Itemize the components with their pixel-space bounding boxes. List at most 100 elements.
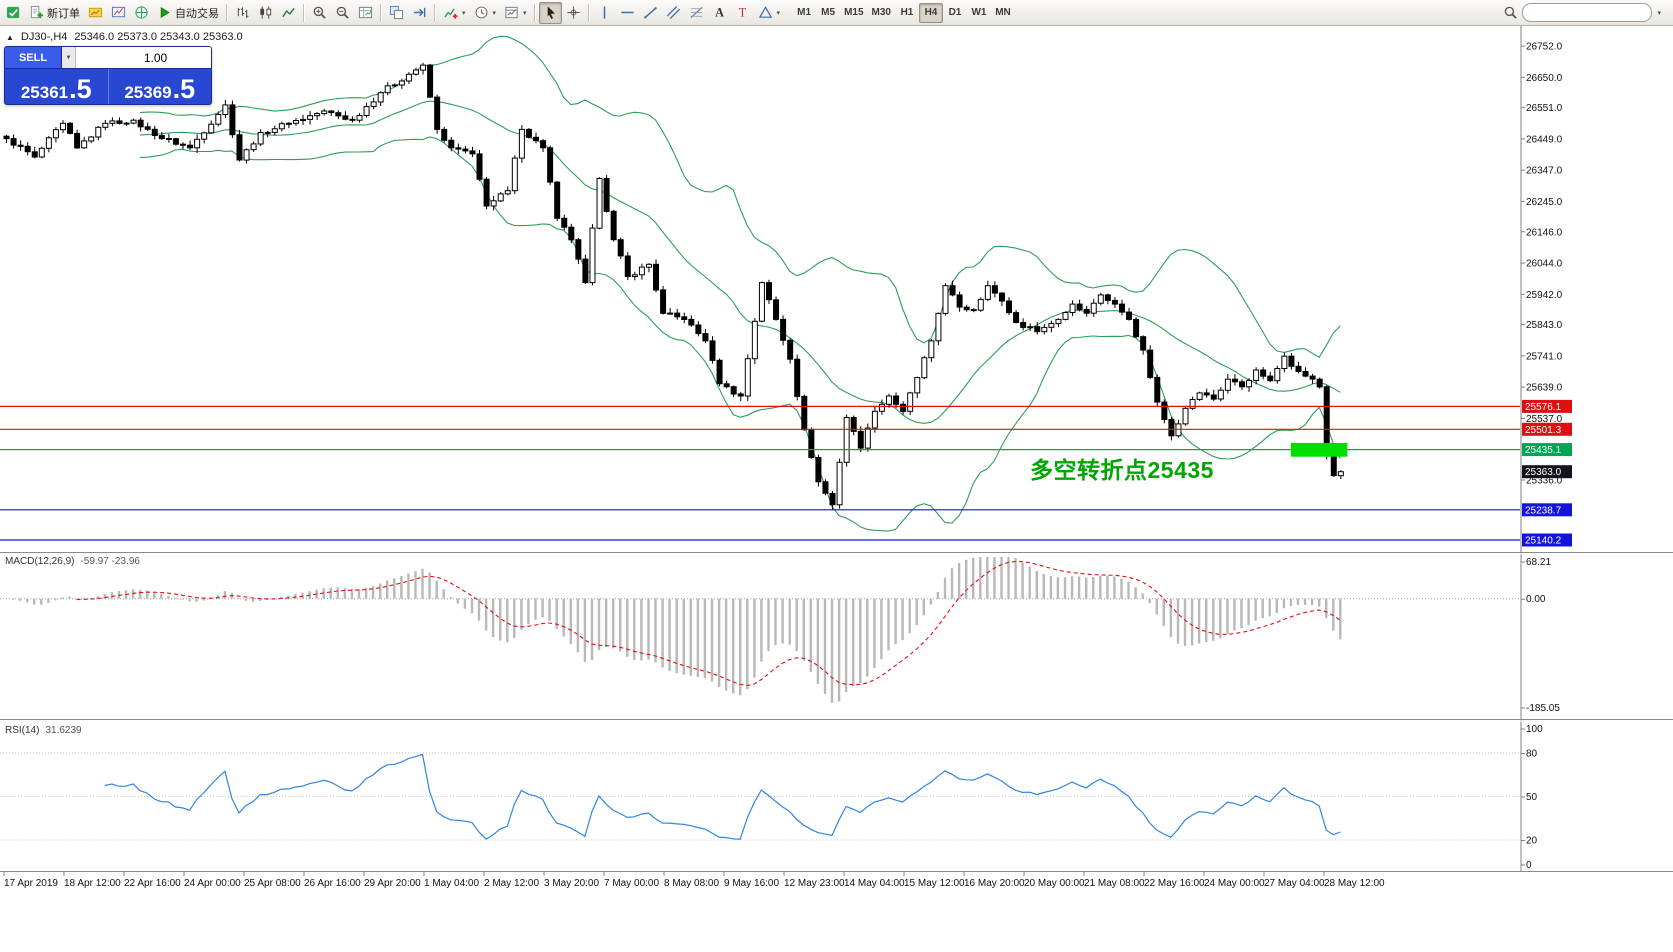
shift-icon [412, 5, 427, 20]
svg-text:25843.0: 25843.0 [1526, 320, 1563, 331]
search-input[interactable] [1522, 3, 1653, 22]
hline-icon [620, 5, 635, 20]
text-button[interactable]: A [708, 2, 731, 24]
resistance-line-2-tag [1522, 422, 1572, 436]
market-watch-button[interactable] [107, 2, 130, 24]
new-chart-button[interactable] [354, 2, 377, 24]
rsi-name: RSI(14) [5, 725, 40, 736]
zoom-in-icon [312, 5, 327, 20]
one-click-trading-panel: SELL ▼ ▲ ▼ BUY 25361.5 25369.5 [4, 46, 212, 105]
navigator-button[interactable] [130, 2, 153, 24]
timeframe-h4[interactable]: H4 [918, 2, 943, 23]
fibonacci-button[interactable] [685, 2, 708, 24]
svg-text:21 May 08:00: 21 May 08:00 [1084, 878, 1145, 889]
vertical-line-button[interactable] [593, 2, 616, 24]
bar-chart-button[interactable] [231, 2, 254, 24]
svg-text:15 May 12:00: 15 May 12:00 [904, 878, 965, 889]
buy-price-fraction: .5 [172, 74, 196, 105]
sell-price-fraction: .5 [69, 74, 92, 105]
text-label-button[interactable]: T [731, 2, 754, 24]
chart-annotation-text[interactable]: 多空转折点25435 [1030, 457, 1214, 483]
timeframe-mn[interactable]: MN [991, 3, 1015, 23]
lot-size-control: ▼ ▲ ▼ [62, 47, 211, 68]
shapes-icon [758, 5, 773, 20]
channel-button[interactable] [662, 2, 685, 24]
horizontal-level-lines[interactable] [0, 405, 1520, 541]
crosshair-button[interactable] [562, 2, 585, 24]
svg-text:25639.0: 25639.0 [1526, 383, 1563, 394]
vline-icon [597, 5, 612, 20]
symbol-period-label: DJ30-,H4 [20, 31, 68, 43]
trendline-button[interactable] [639, 2, 662, 24]
toolbar-buttons: 新订单 自动交易 ▾ ▾ ▾ A T ▾ [2, 1, 785, 24]
templates-button[interactable]: ▾ [500, 2, 531, 24]
zoom-in-button[interactable] [308, 2, 331, 24]
timeframe-w1[interactable]: W1 [967, 3, 991, 23]
profiles-button[interactable] [84, 2, 107, 24]
tile-windows-button[interactable] [385, 2, 408, 24]
highlight-rectangle[interactable] [1290, 442, 1348, 457]
svg-text:A: A [715, 6, 724, 20]
fibonacci-icon [689, 5, 704, 20]
svg-text:8 May 08:00: 8 May 08:00 [664, 878, 719, 889]
indicators-button[interactable]: ▾ [439, 2, 470, 24]
zoom-out-button[interactable] [331, 2, 354, 24]
buy-price-main: 25369 [124, 83, 172, 102]
sell-price[interactable]: 25361.5 [5, 69, 109, 104]
svg-text:25 Apr 08:00: 25 Apr 08:00 [244, 878, 301, 889]
time-axis[interactable]: 17 Apr 2019 18 Apr 12:00 22 Apr 16:00 24 Ap… [3, 872, 1385, 889]
svg-text:100: 100 [1526, 724, 1543, 735]
price-axis[interactable]: 26752.0 26650.0 26551.0 26449.0 26347.0 26245… [1520, 26, 1572, 871]
sell-price-main: 25361 [20, 83, 69, 102]
arrows-button[interactable]: ▾ [754, 2, 785, 24]
search-icon[interactable] [1503, 5, 1518, 20]
sell-button[interactable]: SELL [5, 47, 62, 68]
macd-values: -59.97 -23.96 [80, 556, 140, 567]
autotrading-button[interactable]: 自动交易 [153, 2, 223, 24]
cursor-button[interactable] [538, 1, 562, 24]
trade-panel-prices: 25361.5 25369.5 [5, 68, 211, 104]
new-order-button-label: 新订单 [47, 7, 80, 20]
market-watch-icon [111, 5, 126, 20]
timeframe-h1[interactable]: H1 [895, 3, 919, 23]
lot-size-input[interactable] [76, 47, 211, 68]
timeframe-m5[interactable]: M5 [816, 3, 840, 23]
timeframe-m1[interactable]: M1 [792, 3, 816, 23]
horizontal-line-button[interactable] [616, 2, 639, 24]
candlestick-chart-button[interactable] [254, 2, 277, 24]
current-price-tag [1522, 465, 1572, 479]
new-order-button[interactable]: 新订单 [25, 2, 84, 24]
play-icon [157, 5, 172, 20]
timeframe-m15[interactable]: M15 [840, 3, 867, 23]
support-line-1-tag [1522, 503, 1572, 517]
line-chart-icon [281, 5, 296, 20]
svg-text:T: T [738, 6, 746, 20]
toolbar-separator [380, 3, 382, 22]
pane-splitters[interactable] [0, 552, 1673, 872]
svg-text:25501.3: 25501.3 [1525, 425, 1562, 436]
navigator-icon [134, 5, 149, 20]
toolbar-separator [533, 3, 536, 22]
auto-scroll-button[interactable] [408, 2, 431, 24]
buy-price[interactable]: 25369.5 [109, 69, 212, 104]
pivot-line-tag [1522, 443, 1572, 457]
svg-text:26650.0: 26650.0 [1526, 73, 1563, 84]
timeframe-d1[interactable]: D1 [943, 3, 967, 23]
periods-button[interactable]: ▾ [470, 2, 501, 24]
svg-text:12 May 23:00: 12 May 23:00 [784, 878, 845, 889]
lot-dropdown-icon[interactable]: ▼ [62, 47, 76, 68]
svg-text:0: 0 [1526, 860, 1532, 871]
svg-text:25942.0: 25942.0 [1526, 290, 1563, 301]
app-icon-button[interactable] [2, 2, 25, 24]
search-dropdown-icon[interactable]: ▾ [1657, 9, 1661, 17]
timeframe-m30[interactable]: M30 [868, 3, 895, 23]
indicators-icon [443, 5, 458, 20]
oct-collapse-icon[interactable]: ▲ [6, 32, 14, 42]
new-order-icon [29, 5, 44, 20]
channel-icon [666, 5, 681, 20]
svg-text:22 Apr 16:00: 22 Apr 16:00 [124, 878, 181, 889]
macd-indicator-label: MACD(12,26,9) -59.97 -23.96 [5, 556, 140, 567]
text-a-icon: A [712, 5, 727, 20]
line-chart-button[interactable] [277, 2, 300, 24]
